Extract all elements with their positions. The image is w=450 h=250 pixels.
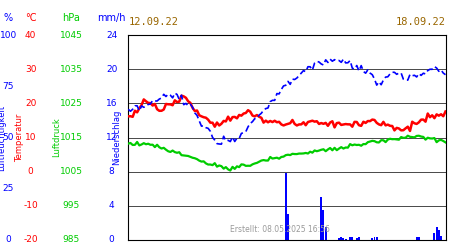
Text: 25: 25: [2, 184, 14, 193]
Text: 1045: 1045: [60, 30, 82, 40]
Text: mm/h: mm/h: [97, 12, 126, 22]
Text: 0: 0: [28, 167, 33, 176]
Bar: [285, 174, 287, 240]
Text: °C: °C: [25, 12, 36, 22]
Text: 10: 10: [25, 133, 36, 142]
Bar: [436, 227, 437, 240]
Text: 100: 100: [0, 30, 17, 40]
Text: 8: 8: [109, 167, 114, 176]
Bar: [345, 239, 346, 240]
Text: Niederschlag: Niederschlag: [112, 110, 122, 165]
Text: Luftdruck: Luftdruck: [52, 118, 61, 158]
Text: 20: 20: [106, 65, 117, 74]
Text: 24: 24: [106, 30, 117, 40]
Bar: [356, 238, 358, 240]
Text: 1005: 1005: [59, 167, 83, 176]
Text: 12.09.22: 12.09.22: [128, 17, 178, 27]
Text: Erstellt: 08.05.2025 16:56: Erstellt: 08.05.2025 16:56: [230, 225, 330, 234]
Text: 1035: 1035: [59, 65, 83, 74]
Text: %: %: [4, 12, 13, 22]
Text: 995: 995: [63, 201, 80, 210]
Bar: [438, 230, 440, 240]
Text: 4: 4: [109, 201, 114, 210]
Bar: [371, 238, 374, 240]
Text: 16: 16: [106, 99, 117, 108]
Text: Luftfeuchtigkeit: Luftfeuchtigkeit: [0, 104, 6, 170]
Text: 12: 12: [106, 133, 117, 142]
Text: 0: 0: [5, 236, 11, 244]
Text: -20: -20: [23, 236, 38, 244]
Bar: [376, 237, 378, 240]
Bar: [349, 237, 351, 240]
Text: 18.09.22: 18.09.22: [396, 17, 446, 27]
Bar: [358, 237, 360, 240]
Bar: [325, 227, 327, 240]
Bar: [320, 197, 322, 240]
Bar: [338, 238, 340, 240]
Bar: [433, 233, 436, 240]
Bar: [374, 237, 375, 240]
Text: 1015: 1015: [59, 133, 83, 142]
Text: 1025: 1025: [60, 99, 82, 108]
Bar: [323, 210, 324, 240]
Text: 20: 20: [25, 99, 36, 108]
Text: 40: 40: [25, 30, 36, 40]
Bar: [440, 236, 442, 240]
Bar: [340, 237, 342, 240]
Bar: [342, 238, 344, 240]
Bar: [418, 237, 420, 240]
Bar: [416, 237, 418, 240]
Text: 50: 50: [2, 133, 14, 142]
Text: Temperatur: Temperatur: [15, 113, 24, 162]
Text: 0: 0: [109, 236, 114, 244]
Bar: [351, 237, 353, 240]
Bar: [287, 214, 289, 240]
Text: 30: 30: [25, 65, 36, 74]
Text: hPa: hPa: [62, 12, 80, 22]
Text: 75: 75: [2, 82, 14, 91]
Text: 985: 985: [63, 236, 80, 244]
Text: -10: -10: [23, 201, 38, 210]
